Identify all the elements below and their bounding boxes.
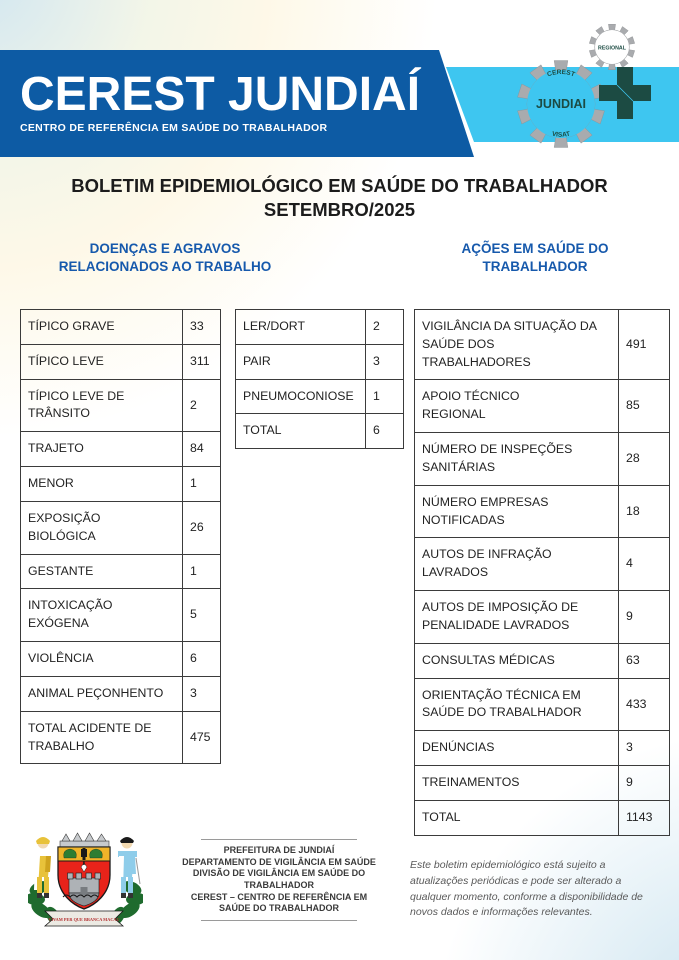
svg-text:JUNDIAI: JUNDIAI (536, 97, 586, 111)
svg-text:REGIONAL: REGIONAL (598, 46, 627, 52)
svg-text:VISAT: VISAT (551, 131, 571, 139)
svg-text:VIVAM PER QUE BRANCA MACAU: VIVAM PER QUE BRANCA MACAU (48, 917, 119, 922)
